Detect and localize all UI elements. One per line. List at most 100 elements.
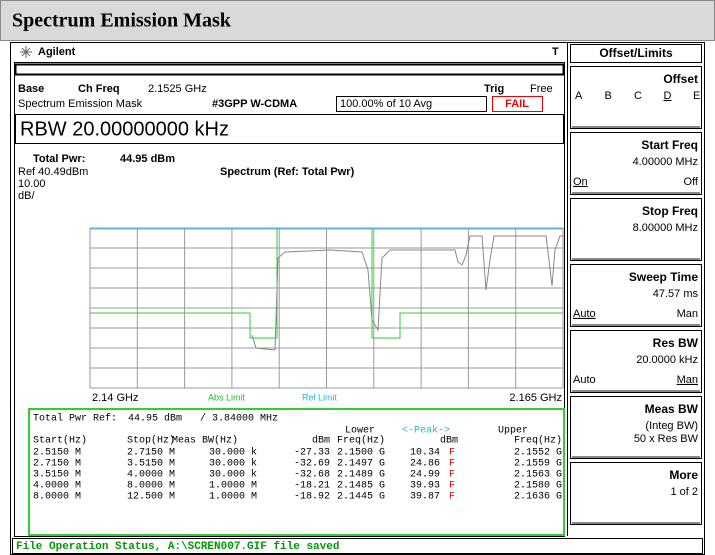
table-cell: 1.0000 M [209, 481, 257, 492]
softkey[interactable]: Stop Freq 8.00000 MHz [570, 198, 702, 261]
table-cell: 24.86 [410, 459, 440, 470]
softkey-label[interactable]: Meas BW [645, 402, 699, 416]
avg: 100.00% of 10 Avg [340, 98, 432, 110]
softkeys: Offset A B C D E Start Freq 4.00000 MHz On Off Sto… [570, 66, 702, 525]
softkey-label[interactable]: Sweep Time [629, 270, 698, 284]
fail-box [492, 96, 543, 112]
column-header: dBm [440, 435, 458, 447]
ch-freq-label: Ch Freq [78, 83, 120, 95]
ref: Ref 40.49dBm [18, 166, 88, 178]
table-cell: -32.68 [294, 470, 330, 481]
softkey-option: E [693, 90, 700, 102]
table-cell: -27.33 [294, 448, 330, 459]
table-cell: 12.500 M [127, 492, 175, 503]
table-cell: -18.21 [294, 481, 330, 492]
softkey-option: Auto [573, 374, 596, 386]
table-cell: 2.1500 G [337, 448, 385, 459]
rbw: RBW 20.00000000 kHz [20, 118, 229, 140]
table-cell: 2.1445 G [337, 492, 385, 503]
column-header: Start(Hz) [33, 435, 87, 447]
table-cell: 2.1485 G [337, 481, 385, 492]
table-cell: F [449, 448, 455, 459]
table-cell: 2.7150 M [33, 459, 81, 470]
left-frame [14, 62, 565, 537]
table-cell: 39.93 [410, 481, 440, 492]
table-cell: 1.0000 M [209, 492, 257, 503]
table-cell: F [449, 481, 455, 492]
softkey-box[interactable] [570, 132, 702, 195]
total-pwr-label: Total Pwr: [33, 153, 85, 165]
softkey-option: B [605, 90, 612, 102]
softkey[interactable]: Res BW 20.0000 kHz Auto Man [570, 330, 702, 393]
softkey-label[interactable]: Offset [663, 72, 698, 86]
lower-header: Lower [345, 426, 375, 437]
table-cell: 3.5150 M [127, 459, 175, 470]
table-cell: 30.000 k [209, 447, 257, 459]
softkey-label[interactable]: Stop Freq [642, 204, 698, 218]
table-cell: 2.1489 G [337, 470, 385, 481]
softkey[interactable]: Offset A B C D E [570, 66, 702, 129]
table-cell: 8.0000 M [127, 481, 175, 492]
table-cell: 2.1497 G [337, 459, 385, 470]
upper-header: Upper [498, 426, 528, 437]
title-bar [0, 0, 715, 41]
scale: 10.00 [18, 178, 46, 190]
menu-title-box [570, 44, 702, 63]
softkey[interactable]: Start Freq 4.00000 MHz On Off [570, 132, 702, 195]
table-cell: -18.92 [294, 492, 330, 503]
softkey[interactable]: Meas BW (Integ BW)50 x Res BW [570, 396, 702, 459]
table-cell: 30.000 k [209, 458, 257, 470]
softkey-label[interactable]: Start Freq [641, 138, 698, 152]
table-cell: 4.0000 M [127, 470, 175, 481]
softkey-box[interactable] [570, 462, 702, 525]
softkey-box[interactable] [570, 396, 702, 459]
softkey-label[interactable]: More [669, 468, 698, 482]
table-cell: -32.69 [294, 459, 330, 470]
logo: Agilent [38, 46, 76, 58]
softkey-option: Man [677, 308, 698, 320]
softkey-box[interactable] [570, 66, 702, 129]
table-cell: F [449, 470, 455, 481]
rel-limit-label: Rel Limit [302, 392, 338, 402]
softkey[interactable]: More 1 of 2 [570, 462, 702, 525]
ref-label: Total Pwr Ref: [33, 413, 117, 425]
table-cell: 30.000 k [209, 469, 257, 481]
mode: Spectrum Emission Mask [18, 98, 143, 110]
x-start: 2.14 GHz [92, 392, 138, 404]
trig-label: Trig [484, 83, 504, 95]
abs-limit-label: Abs Limit [208, 392, 246, 402]
softkey-option: Auto [573, 308, 596, 320]
table-cell: 8.0000 M [33, 492, 81, 503]
peak-header: <-Peak-> [402, 425, 450, 437]
softkey-option: On [573, 176, 588, 188]
results-table: Total Pwr Ref: 44.95 dBm / 3.84000 MHz Lowe… [33, 413, 562, 503]
table-cell: 24.99 [410, 470, 440, 481]
trig: Free [530, 83, 553, 95]
softkey-option: D [664, 90, 672, 102]
softkey-value: (Integ BW) [645, 420, 698, 432]
marker: T [552, 46, 559, 58]
status-bar: File Operation Status, A:\SCREN007.GIF f… [16, 541, 339, 553]
table-box [28, 408, 565, 536]
softkey-label[interactable]: Res BW [653, 336, 699, 350]
table-cell: 2.1559 G [514, 459, 562, 470]
softkey-option: C [634, 90, 642, 102]
column-header: Meas BW(Hz) [172, 435, 238, 447]
softkey-box[interactable] [570, 264, 702, 327]
trace [251, 235, 563, 351]
softkey-box[interactable] [570, 198, 702, 261]
softkey[interactable]: Sweep Time 47.57 ms Auto Man [570, 264, 702, 327]
softkey-box[interactable] [570, 330, 702, 393]
softkey-value: 47.57 ms [653, 288, 699, 300]
scale-unit: dB/ [18, 190, 35, 202]
softkey-value: 8.00000 MHz [633, 222, 698, 234]
status-bar-box [12, 538, 703, 554]
base: Base [18, 83, 44, 95]
table-cell: 2.1563 G [514, 470, 562, 481]
total-pwr: 44.95 dBm [120, 153, 175, 165]
title: Spectrum Emission Mask [12, 10, 232, 32]
logo-icon [20, 46, 32, 58]
softkey-value: 1 of 2 [670, 486, 698, 498]
